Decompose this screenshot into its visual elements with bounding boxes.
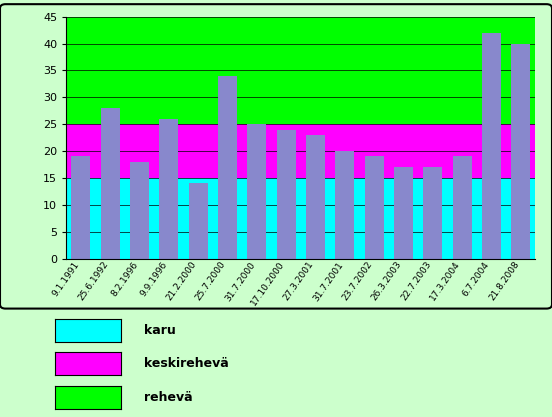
- Bar: [511, 43, 530, 259]
- Bar: [66, 17, 535, 124]
- Bar: [365, 156, 384, 259]
- Bar: [160, 119, 178, 259]
- Bar: [482, 33, 501, 259]
- Bar: [247, 124, 267, 259]
- Bar: [277, 130, 296, 259]
- Bar: [71, 156, 91, 259]
- Bar: [189, 183, 208, 259]
- Bar: [306, 135, 325, 259]
- Bar: [130, 162, 149, 259]
- Bar: [66, 178, 535, 259]
- Text: rehevä: rehevä: [144, 391, 192, 404]
- Bar: [453, 156, 471, 259]
- Bar: [66, 124, 535, 178]
- Text: keskirehevä: keskirehevä: [144, 357, 229, 370]
- Bar: [100, 108, 120, 259]
- Text: karu: karu: [144, 324, 176, 337]
- Bar: [394, 167, 413, 259]
- Bar: [218, 76, 237, 259]
- Bar: [423, 167, 442, 259]
- Bar: [335, 151, 354, 259]
